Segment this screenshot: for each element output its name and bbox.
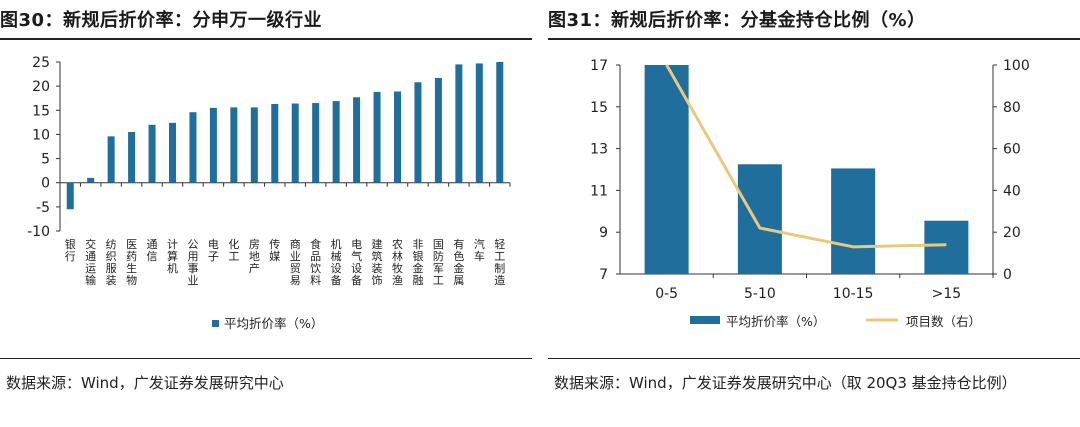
- y-tick-label: 15: [590, 100, 608, 116]
- figure-31-bottom-rule: [548, 358, 1080, 359]
- x-tick-label: 0-5: [655, 286, 678, 302]
- x-tick-label: 农林牧渔: [392, 237, 403, 287]
- x-tick-label: 电气设备: [351, 238, 362, 287]
- bar: [209, 107, 217, 183]
- x-tick-label: 机械设备: [331, 237, 342, 287]
- y2-tick-label: 80: [1003, 100, 1021, 116]
- figure-31-chart: 17 15 13 11 9 7 100 80 60 40 20 0 0-5 5-10 10-15 >15 平均折…: [590, 58, 1030, 329]
- x-tick-label: 汽车: [474, 237, 485, 263]
- x-tick-label: 国防军工: [433, 238, 444, 287]
- bar: [291, 103, 299, 183]
- y-tick-label: 5: [41, 152, 50, 168]
- bar: [312, 103, 320, 183]
- x-tick-label: 5-10: [744, 286, 776, 302]
- y-tick-label: 25: [32, 55, 50, 71]
- x-tick-label: 通信: [147, 238, 158, 263]
- y-tick-label: 11: [590, 183, 608, 199]
- series-line: [665, 64, 947, 249]
- bar: [230, 107, 238, 183]
- figure-30-bottom-rule: [0, 358, 532, 359]
- y2-tick-label: 100: [1003, 58, 1030, 74]
- x-tick-label: 电子: [208, 238, 219, 263]
- bar: [66, 182, 74, 210]
- y-tick-label: 15: [32, 103, 50, 119]
- figure-31-source: 数据来源：Wind，广发证券发展研究中心（取 20Q3 基金持仓比例）: [554, 374, 1017, 392]
- bar: [373, 91, 381, 183]
- y-tick-label: 10: [32, 127, 50, 143]
- legend-swatch: [212, 320, 219, 327]
- bar: [496, 62, 504, 183]
- legend-line-label: 项目数（右）: [906, 314, 981, 329]
- x-tick-label: 非银金融: [412, 238, 423, 287]
- bar: [924, 220, 969, 274]
- bar: [87, 177, 95, 183]
- y-tick-label: 7: [599, 267, 608, 283]
- bar: [332, 101, 340, 183]
- x-tick-label: >15: [932, 286, 962, 302]
- y-tick-label: -10: [27, 224, 50, 240]
- y-tick-label: 0: [41, 176, 50, 192]
- bar: [455, 64, 463, 183]
- x-tick-label: 建筑装饰: [372, 237, 383, 287]
- bar: [107, 136, 115, 183]
- bar: [394, 91, 401, 183]
- figure-30-source: 数据来源：Wind，广发证券发展研究中心: [6, 374, 284, 392]
- bar: [475, 63, 483, 183]
- bar: [831, 168, 876, 274]
- x-tick-label: 商业贸易: [290, 237, 301, 287]
- bar: [737, 164, 782, 274]
- figure-30-panel: 图30：新规后折价率：分申万一级行业 25 20 15 10 5 0 -5 -10 银行 交通运输…: [0, 0, 532, 427]
- y-tick-label: -5: [36, 200, 50, 216]
- y-tick-label: 17: [590, 58, 608, 74]
- figure-31-top-rule: [548, 38, 1080, 40]
- bar: [250, 107, 258, 183]
- figure-30-title: 图30：新规后折价率：分申万一级行业: [0, 10, 323, 31]
- figure-30-top-rule: [0, 38, 532, 40]
- bar: [434, 77, 442, 183]
- y2-tick-label: 20: [1003, 225, 1021, 241]
- figure-31-title: 图31：新规后折价率：分基金持仓比例（%）: [548, 10, 926, 31]
- x-tick-label: 有色金属: [453, 237, 464, 287]
- legend-bar-label: 平均折价率（%）: [726, 314, 825, 329]
- x-tick-label: 10-15: [833, 286, 874, 302]
- bar: [644, 65, 689, 274]
- y-tick-label: 9: [599, 225, 608, 241]
- legend-label: 平均折价率（%）: [224, 316, 323, 331]
- x-tick-label: 计算机: [167, 238, 178, 275]
- y2-tick-label: 40: [1003, 183, 1021, 199]
- x-tick-label: 交通运输: [85, 237, 96, 287]
- bar: [414, 82, 422, 183]
- bar: [169, 122, 176, 183]
- figure-31-panel: 图31：新规后折价率：分基金持仓比例（%） 17 15 13 11 9 7 100 80 60 4…: [548, 0, 1080, 427]
- bar: [189, 112, 197, 183]
- x-tick-label: 医药生物: [126, 238, 137, 287]
- y-tick-label: 20: [32, 79, 50, 95]
- y2-tick-label: 0: [1003, 267, 1012, 283]
- bar: [128, 132, 136, 183]
- x-tick-label: 化工: [228, 237, 239, 263]
- x-tick-label: 公用事业: [187, 238, 198, 287]
- figure-30-chart: 25 20 15 10 5 0 -5 -10 银行交通运输纺织服装医药生物通信计算机公用事业电子…: [27, 55, 511, 331]
- bar: [353, 97, 361, 183]
- bar: [148, 124, 156, 183]
- x-tick-label: 银行: [65, 237, 76, 263]
- x-tick-label: 传媒: [269, 238, 280, 263]
- x-tick-label: 房地产: [249, 238, 260, 275]
- x-tick-label: 轻工制造: [494, 237, 505, 287]
- y-tick-label: 13: [590, 142, 608, 158]
- x-tick-label: 食品饮料: [310, 237, 321, 287]
- legend-bar-swatch: [690, 316, 720, 324]
- bar: [271, 104, 279, 183]
- y2-tick-label: 60: [1003, 142, 1021, 158]
- x-tick-label: 纺织服装: [106, 237, 117, 287]
